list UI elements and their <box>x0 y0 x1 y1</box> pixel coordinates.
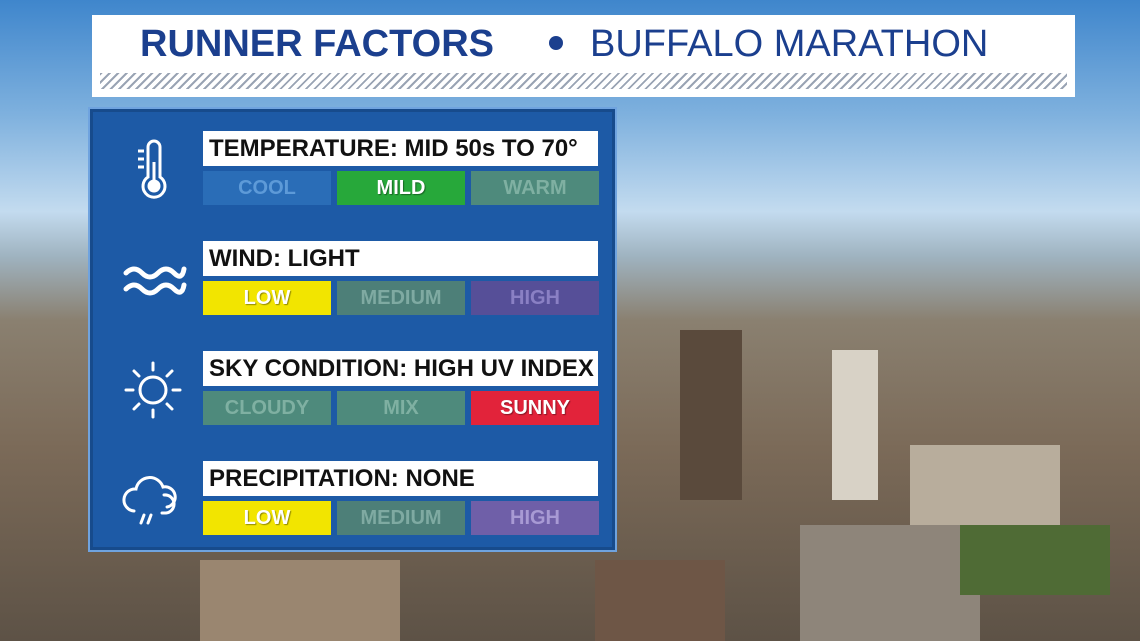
sun-icon <box>124 361 182 419</box>
option: HIGH <box>471 501 599 535</box>
option: HIGH <box>471 281 599 315</box>
hatch <box>100 73 1067 89</box>
factor-label: PRECIPITATION: NONE <box>203 461 598 496</box>
building <box>800 525 980 641</box>
trees <box>960 525 1110 595</box>
option-selected: LOW <box>203 281 331 315</box>
title-banner: RUNNER FACTORS BUFFALO MARATHON <box>92 15 1075 97</box>
factor-label: WIND: LIGHT <box>203 241 598 276</box>
thermometer-icon <box>138 139 167 199</box>
option: MEDIUM <box>337 501 465 535</box>
option: WARM <box>471 171 599 205</box>
option-selected: SUNNY <box>471 391 599 425</box>
building <box>680 330 742 500</box>
factor-label: TEMPERATURE: MID 50s TO 70° <box>203 131 598 166</box>
wind-icon <box>123 266 187 296</box>
rain-cloud-icon <box>122 476 177 525</box>
title-right: BUFFALO MARATHON <box>590 23 989 65</box>
building <box>595 560 725 641</box>
building <box>910 445 1060 525</box>
option: MIX <box>337 391 465 425</box>
option: COOL <box>203 171 331 205</box>
title-left: RUNNER FACTORS <box>140 23 494 65</box>
factors-panel: TEMPERATURE: MID 50s TO 70° COOL MILD WARM W… <box>88 107 617 552</box>
building <box>832 350 878 500</box>
building <box>200 560 400 641</box>
option: CLOUDY <box>203 391 331 425</box>
option-selected: LOW <box>203 501 331 535</box>
bullet <box>549 36 563 50</box>
option-selected: MILD <box>337 171 465 205</box>
factor-label: SKY CONDITION: HIGH UV INDEX <box>203 351 598 386</box>
option: MEDIUM <box>337 281 465 315</box>
